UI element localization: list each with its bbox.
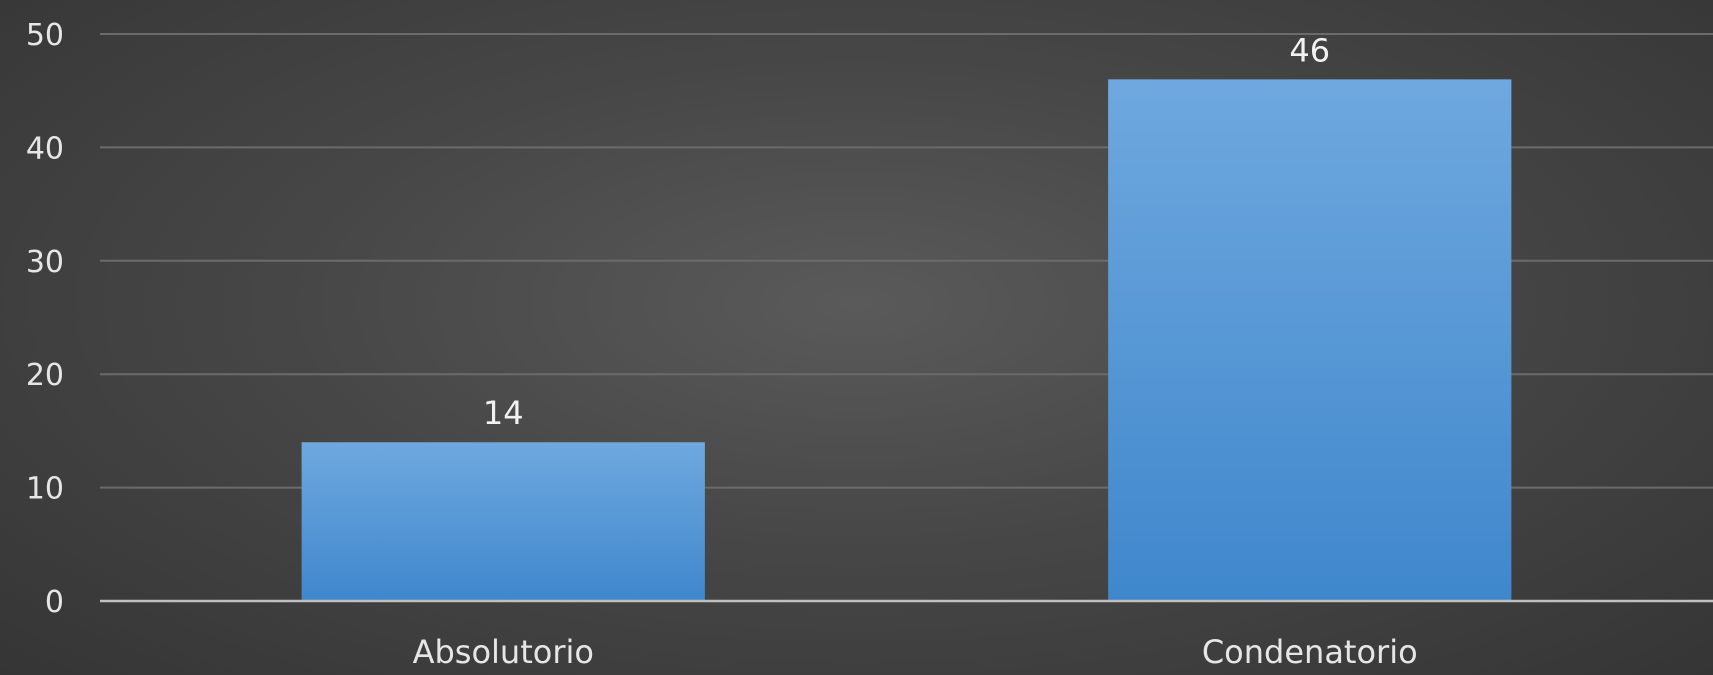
y-tick-label-50: 50 bbox=[26, 18, 64, 53]
x-category-label-absolutorio: Absolutorio bbox=[413, 633, 594, 671]
y-axis-tick-labels: 0 10 20 30 40 50 bbox=[26, 18, 64, 620]
data-label-condenatorio: 46 bbox=[1289, 31, 1330, 69]
x-category-label-condenatorio: Condenatorio bbox=[1202, 633, 1418, 671]
y-tick-label-40: 40 bbox=[26, 131, 64, 166]
y-tick-label-10: 10 bbox=[26, 472, 64, 507]
y-tick-label-20: 20 bbox=[26, 358, 64, 393]
bar-condenatorio bbox=[1108, 79, 1512, 602]
data-label-absolutorio: 14 bbox=[483, 394, 524, 432]
data-labels: 14 46 bbox=[483, 31, 1330, 432]
bar-absolutorio bbox=[301, 442, 705, 601]
y-tick-label-0: 0 bbox=[45, 585, 64, 620]
bars bbox=[301, 79, 1512, 602]
y-tick-label-30: 30 bbox=[26, 245, 64, 280]
x-axis-category-labels: Absolutorio Condenatorio bbox=[413, 633, 1418, 671]
